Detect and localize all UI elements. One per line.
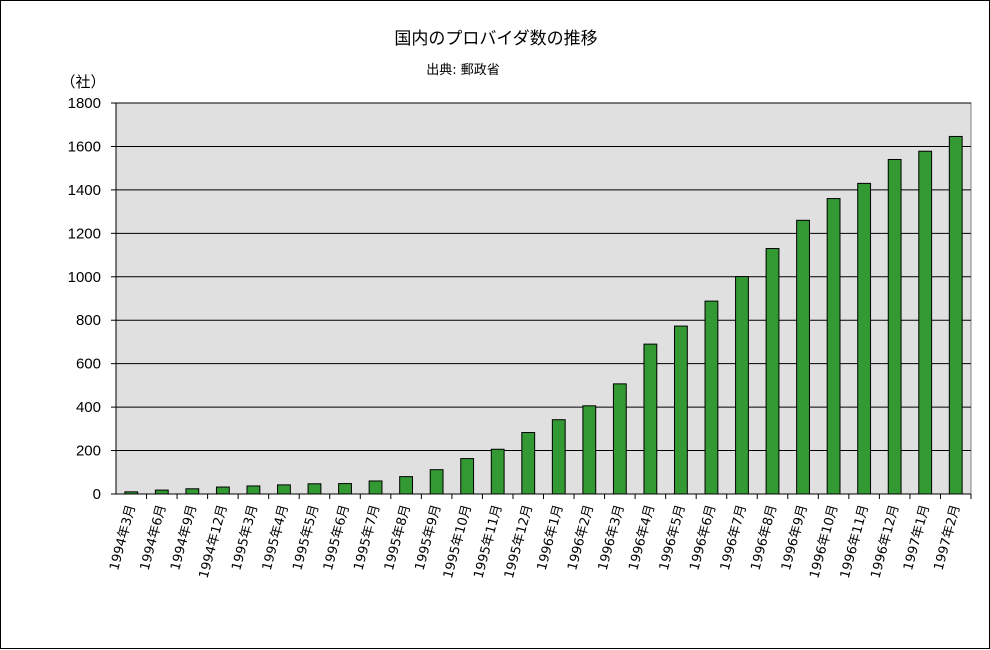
x-tick-label: 1994年6月	[138, 503, 170, 572]
y-axis-unit-label: （社）	[60, 73, 105, 91]
x-tick-label: 1996年6月	[687, 503, 719, 572]
bar	[338, 483, 352, 495]
chart-subtitle: 出典: 郵政省	[426, 63, 500, 78]
bar	[918, 150, 933, 495]
chart-title: 国内のプロバイダ数の推移	[394, 29, 597, 49]
bar	[704, 300, 719, 495]
bar	[368, 480, 383, 495]
bar	[521, 432, 536, 495]
x-tick-label: 1995年4月	[260, 503, 292, 572]
x-tick-label: 1995年7月	[351, 503, 383, 572]
bar	[215, 486, 230, 495]
bar	[765, 248, 780, 495]
x-tick-label: 1996年5月	[657, 503, 689, 572]
x-tick-label: 1996年9月	[779, 503, 811, 572]
x-tick-label: 1995年10月	[441, 503, 475, 580]
bar	[399, 476, 414, 495]
y-tick-label: 800	[76, 312, 101, 329]
plot-area: 0 200 400 600 800 1000 1200 1400 1600 1800 1994年3月…	[68, 95, 972, 580]
bar	[124, 491, 139, 495]
x-tick-label: 1997年1月	[901, 503, 933, 572]
y-tick-label: 1600	[68, 138, 101, 155]
x-tick-label: 1996年11月	[838, 503, 872, 580]
x-tick-label: 1994年12月	[197, 503, 231, 580]
bar	[582, 405, 597, 495]
bar	[887, 158, 902, 495]
x-tick-label: 1996年12月	[868, 503, 902, 580]
bar	[429, 469, 444, 495]
bar	[948, 135, 963, 495]
x-tick-label: 1995年12月	[502, 503, 536, 580]
y-tick-label: 400	[76, 399, 101, 416]
bar	[796, 219, 810, 495]
x-tick-label: 1996年1月	[535, 503, 567, 572]
bar	[246, 485, 261, 495]
x-tick-label: 1994年9月	[168, 503, 200, 572]
y-tick-label: 1800	[68, 95, 101, 112]
x-tick-label: 1996年8月	[748, 503, 780, 572]
y-tick-label: 0	[93, 486, 101, 503]
x-tick-label: 1997年2月	[932, 503, 964, 572]
x-tick-label: 1996年3月	[596, 503, 628, 572]
y-tick-label: 1200	[68, 225, 101, 242]
x-tick-label: 1996年10月	[807, 503, 841, 580]
bar	[460, 458, 475, 495]
x-tick-label: 1994年3月	[107, 503, 139, 572]
bar	[551, 419, 566, 495]
x-tick-label: 1996年4月	[626, 503, 658, 572]
y-tick-label: 200	[76, 443, 101, 460]
x-tick-label: 1995年5月	[290, 503, 322, 572]
y-tick-label: 1400	[68, 182, 101, 199]
bar	[673, 325, 688, 495]
plot-background	[115, 102, 972, 495]
x-tick-label: 1995年3月	[229, 503, 261, 572]
x-tick-label: 1995年9月	[413, 503, 445, 572]
bar	[154, 489, 169, 495]
x-tick-label: 1996年7月	[718, 503, 750, 572]
y-tick-label: 600	[76, 356, 101, 373]
bar	[643, 343, 658, 495]
bar	[307, 483, 322, 495]
bar	[612, 383, 627, 495]
bar	[826, 198, 841, 495]
bar	[277, 484, 291, 495]
bar	[857, 182, 872, 495]
bar	[735, 276, 749, 495]
x-tick-label: 1995年8月	[382, 503, 414, 572]
x-tick-label: 1995年11月	[471, 503, 505, 580]
x-tick-label: 1996年2月	[565, 503, 597, 572]
bar	[490, 448, 505, 495]
bar	[185, 488, 200, 495]
y-tick-label: 1000	[68, 269, 101, 286]
x-tick-label: 1995年6月	[321, 503, 353, 572]
